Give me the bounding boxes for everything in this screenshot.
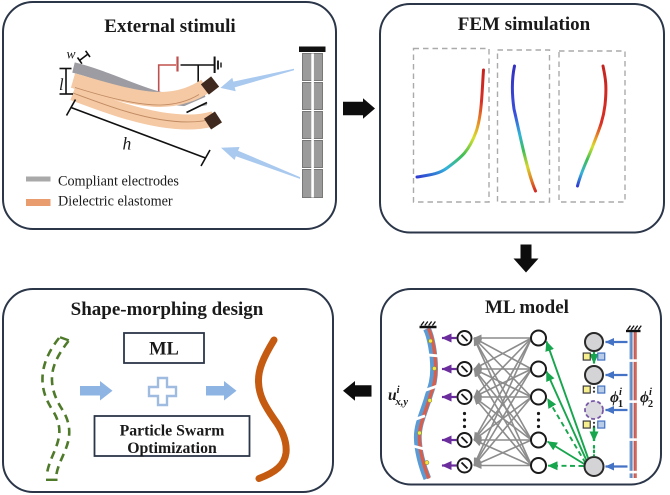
svg-text:Shape-morphing design: Shape-morphing design [71,299,264,320]
svg-text:Particle Swarm: Particle Swarm [120,423,225,440]
svg-text:w: w [67,47,76,62]
svg-text:ϕi2: ϕi 2 [640,387,653,410]
svg-text:l: l [59,75,64,94]
svg-text:Dielectric elastomer: Dielectric elastomer [58,194,173,210]
svg-text:ML: ML [149,340,179,360]
svg-text:ϕi1: ϕi 1 [610,387,623,410]
svg-text:Optimization: Optimization [127,440,217,457]
svg-text:h: h [123,134,132,154]
svg-text:ML model: ML model [485,297,569,318]
svg-text:External stimuli: External stimuli [104,16,235,37]
svg-text:FEM simulation: FEM simulation [458,14,591,35]
svg-text:Compliant electrodes: Compliant electrodes [58,174,179,190]
